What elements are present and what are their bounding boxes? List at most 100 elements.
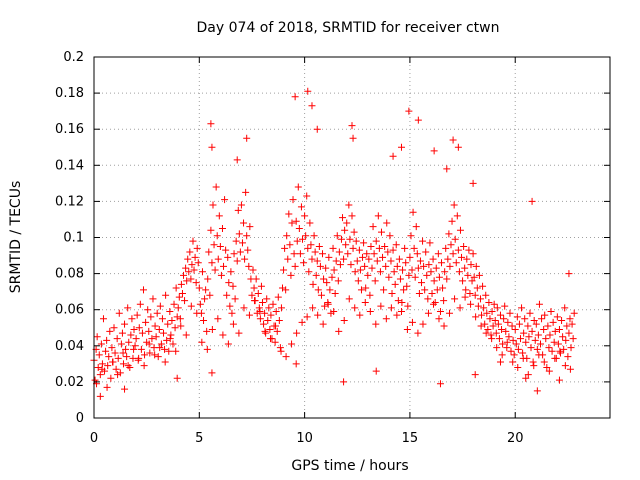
data-point (246, 223, 254, 231)
data-point (319, 320, 327, 328)
data-point (410, 244, 418, 252)
data-point (277, 347, 285, 355)
data-point (569, 335, 577, 343)
data-point (304, 244, 312, 252)
data-point (520, 329, 528, 337)
data-point (423, 271, 431, 279)
data-point (214, 255, 222, 263)
data-point (401, 244, 409, 252)
data-point (145, 340, 153, 348)
data-point (473, 284, 481, 292)
data-point (198, 268, 206, 276)
data-point (445, 230, 453, 238)
data-point (544, 322, 552, 330)
data-point (484, 326, 492, 334)
data-point (389, 152, 397, 160)
data-point (494, 320, 502, 328)
data-point (341, 226, 349, 234)
data-point (493, 304, 501, 312)
data-point (142, 318, 150, 326)
data-point (147, 313, 155, 321)
data-point (522, 374, 530, 382)
data-point (237, 201, 245, 209)
data-point (455, 268, 463, 276)
data-point (274, 293, 282, 301)
data-point (169, 340, 177, 348)
data-point (160, 329, 168, 337)
data-point (243, 134, 251, 142)
data-point (403, 282, 411, 290)
data-point (430, 277, 438, 285)
y-tick-label: 0 (76, 411, 84, 426)
data-point (288, 219, 296, 227)
data-point (352, 237, 360, 245)
data-point (225, 279, 233, 287)
data-point (165, 347, 173, 355)
data-point (395, 255, 403, 263)
data-point (233, 257, 241, 265)
data-point (288, 340, 296, 348)
data-point (428, 289, 436, 297)
data-point (316, 262, 324, 270)
data-point (297, 203, 305, 211)
data-point (269, 300, 277, 308)
data-point (320, 275, 328, 283)
data-point (357, 286, 365, 294)
data-point (458, 253, 466, 261)
data-point (372, 367, 380, 375)
data-point (331, 289, 339, 297)
data-point (345, 295, 353, 303)
data-point (480, 304, 488, 312)
data-point (254, 289, 262, 297)
data-point (566, 365, 574, 373)
data-point (354, 277, 362, 285)
data-point (414, 264, 422, 272)
data-point (431, 298, 439, 306)
data-point (135, 354, 143, 362)
data-point (91, 376, 99, 384)
data-point (340, 378, 348, 386)
data-point (236, 248, 244, 256)
data-point (404, 302, 412, 310)
data-point (127, 331, 135, 339)
data-point (130, 345, 138, 353)
data-point (257, 282, 265, 290)
data-point (451, 235, 459, 243)
data-point (156, 302, 164, 310)
data-point (415, 289, 423, 297)
data-point (250, 297, 258, 305)
data-point (294, 183, 302, 191)
data-point (103, 383, 111, 391)
data-point (558, 317, 566, 325)
data-point (440, 322, 448, 330)
y-tick-label: 0.04 (55, 339, 84, 354)
data-point (229, 282, 237, 290)
data-point (193, 244, 201, 252)
data-point (284, 255, 292, 263)
data-point (450, 201, 458, 209)
data-point (273, 327, 281, 335)
data-point (95, 351, 103, 359)
data-point (278, 284, 286, 292)
data-point (557, 349, 565, 357)
data-point (568, 320, 576, 328)
data-point (122, 345, 130, 353)
data-point (276, 344, 284, 352)
data-point (216, 243, 224, 251)
data-point (412, 223, 420, 231)
data-point (188, 261, 196, 269)
data-point (502, 327, 510, 335)
data-point (113, 335, 121, 343)
data-point (203, 345, 211, 353)
data-point (325, 253, 333, 261)
data-point (382, 262, 390, 270)
data-point (449, 250, 457, 258)
data-point (393, 262, 401, 270)
data-point (467, 300, 475, 308)
data-point (344, 250, 352, 258)
data-point (511, 326, 519, 334)
data-point (148, 335, 156, 343)
data-point (387, 304, 395, 312)
data-point (541, 311, 549, 319)
data-point (187, 275, 195, 283)
